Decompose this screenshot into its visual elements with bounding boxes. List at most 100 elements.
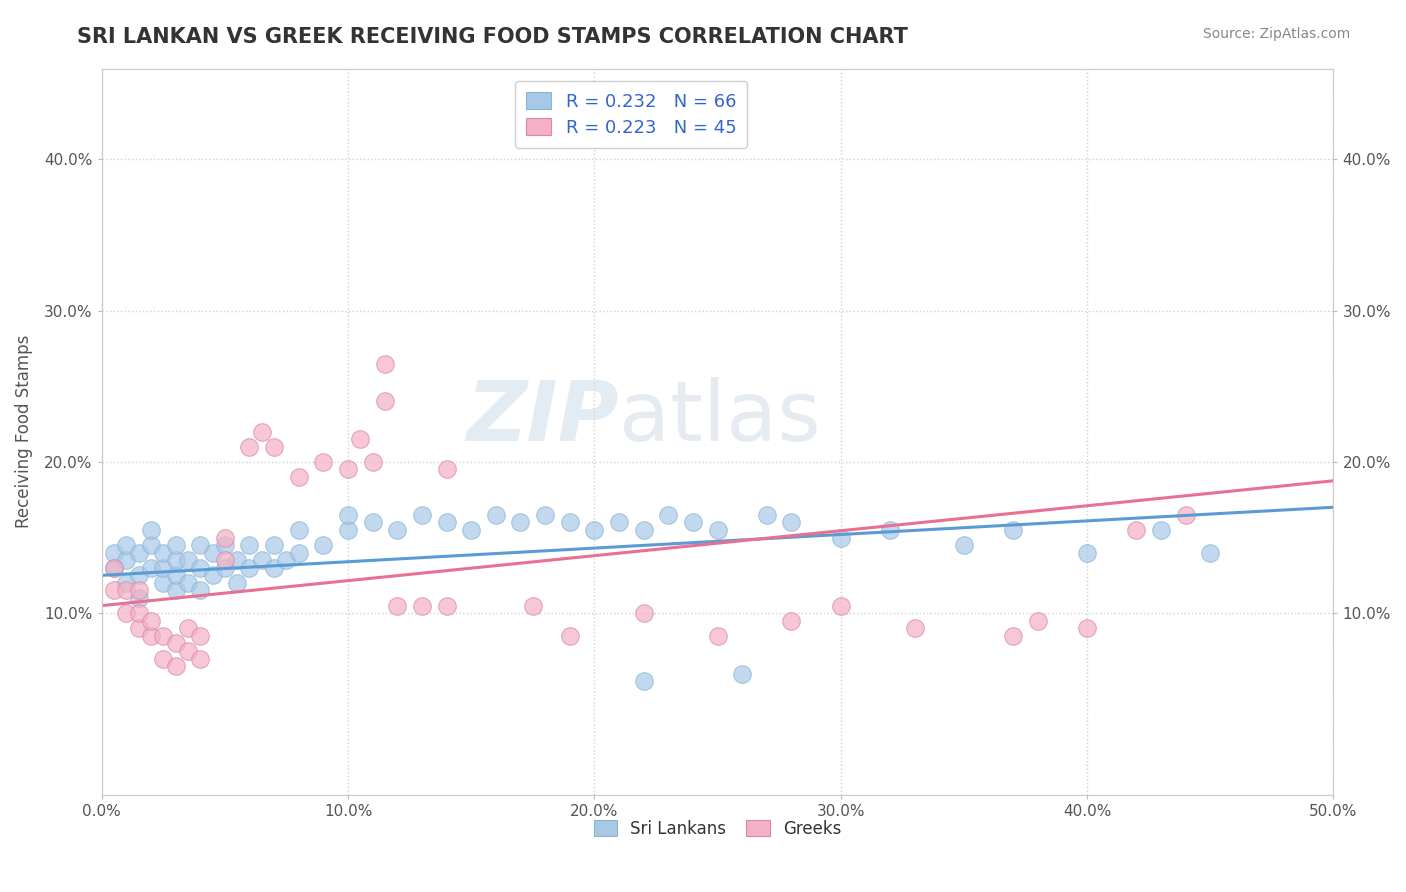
Point (115, 583, 138, 598)
Point (139, 561, 162, 575)
Point (522, 599, 544, 613)
Point (128, 546, 150, 560)
Point (152, 651, 174, 665)
Point (1125, 523, 1147, 537)
Point (387, 523, 409, 537)
Point (607, 516, 630, 530)
Point (263, 538, 285, 552)
Point (103, 583, 125, 598)
Point (226, 575, 249, 590)
Point (337, 508, 360, 522)
Point (165, 583, 187, 598)
Point (152, 575, 174, 590)
Point (387, 599, 409, 613)
Point (1174, 508, 1197, 522)
Point (337, 523, 360, 537)
Point (1150, 523, 1173, 537)
Point (139, 538, 162, 552)
Point (188, 651, 211, 665)
Point (201, 546, 224, 560)
Point (780, 516, 803, 530)
Point (214, 561, 236, 575)
Point (485, 508, 508, 522)
Point (177, 621, 200, 635)
Point (238, 440, 260, 454)
Point (188, 561, 211, 575)
Point (1076, 546, 1098, 560)
Legend: Sri Lankans, Greeks: Sri Lankans, Greeks (588, 814, 848, 845)
Point (287, 546, 309, 560)
Point (115, 606, 138, 620)
Point (312, 455, 335, 469)
Point (165, 553, 187, 567)
Point (361, 455, 384, 469)
Point (411, 599, 433, 613)
Text: SRI LANKAN VS GREEK RECEIVING FOOD STAMPS CORRELATION CHART: SRI LANKAN VS GREEK RECEIVING FOOD STAMP… (77, 27, 908, 46)
Point (879, 523, 901, 537)
Point (534, 508, 557, 522)
Point (830, 599, 852, 613)
Point (706, 523, 728, 537)
Point (238, 561, 260, 575)
Point (214, 531, 236, 545)
Y-axis label: Receiving Food Stamps: Receiving Food Stamps (15, 334, 32, 528)
Point (115, 575, 138, 590)
Point (460, 523, 482, 537)
Point (139, 629, 162, 643)
Point (165, 659, 187, 673)
Point (1026, 614, 1049, 628)
Point (509, 516, 531, 530)
Point (188, 629, 211, 643)
Point (152, 561, 174, 575)
Point (312, 538, 335, 552)
Point (361, 516, 384, 530)
Point (558, 629, 581, 643)
Point (411, 508, 433, 522)
Point (165, 538, 187, 552)
Point (115, 553, 138, 567)
Point (214, 553, 236, 567)
Point (374, 394, 396, 409)
Text: Source: ZipAtlas.com: Source: ZipAtlas.com (1202, 27, 1350, 41)
Point (374, 357, 396, 371)
Point (349, 432, 371, 446)
Point (558, 516, 581, 530)
Point (152, 629, 174, 643)
Point (1002, 523, 1025, 537)
Point (682, 516, 704, 530)
Point (226, 553, 249, 567)
Point (1076, 621, 1098, 635)
Point (201, 568, 224, 582)
Point (128, 606, 150, 620)
Point (152, 546, 174, 560)
Point (115, 538, 138, 552)
Point (128, 568, 150, 582)
Point (1002, 629, 1025, 643)
Text: atlas: atlas (619, 376, 821, 458)
Point (139, 614, 162, 628)
Point (128, 621, 150, 635)
Point (139, 523, 162, 537)
Point (633, 606, 655, 620)
Point (238, 538, 260, 552)
Point (953, 538, 976, 552)
Point (250, 553, 273, 567)
Point (731, 666, 754, 681)
Point (177, 553, 200, 567)
Point (263, 561, 285, 575)
Point (177, 644, 200, 658)
Text: ZIP: ZIP (467, 376, 619, 458)
Point (165, 568, 187, 582)
Point (287, 470, 309, 484)
Point (188, 583, 211, 598)
Point (128, 583, 150, 598)
Point (436, 462, 458, 476)
Point (188, 538, 211, 552)
Point (657, 508, 679, 522)
Point (706, 629, 728, 643)
Point (830, 531, 852, 545)
Point (755, 508, 778, 522)
Point (250, 425, 273, 439)
Point (103, 561, 125, 575)
Point (1199, 546, 1222, 560)
